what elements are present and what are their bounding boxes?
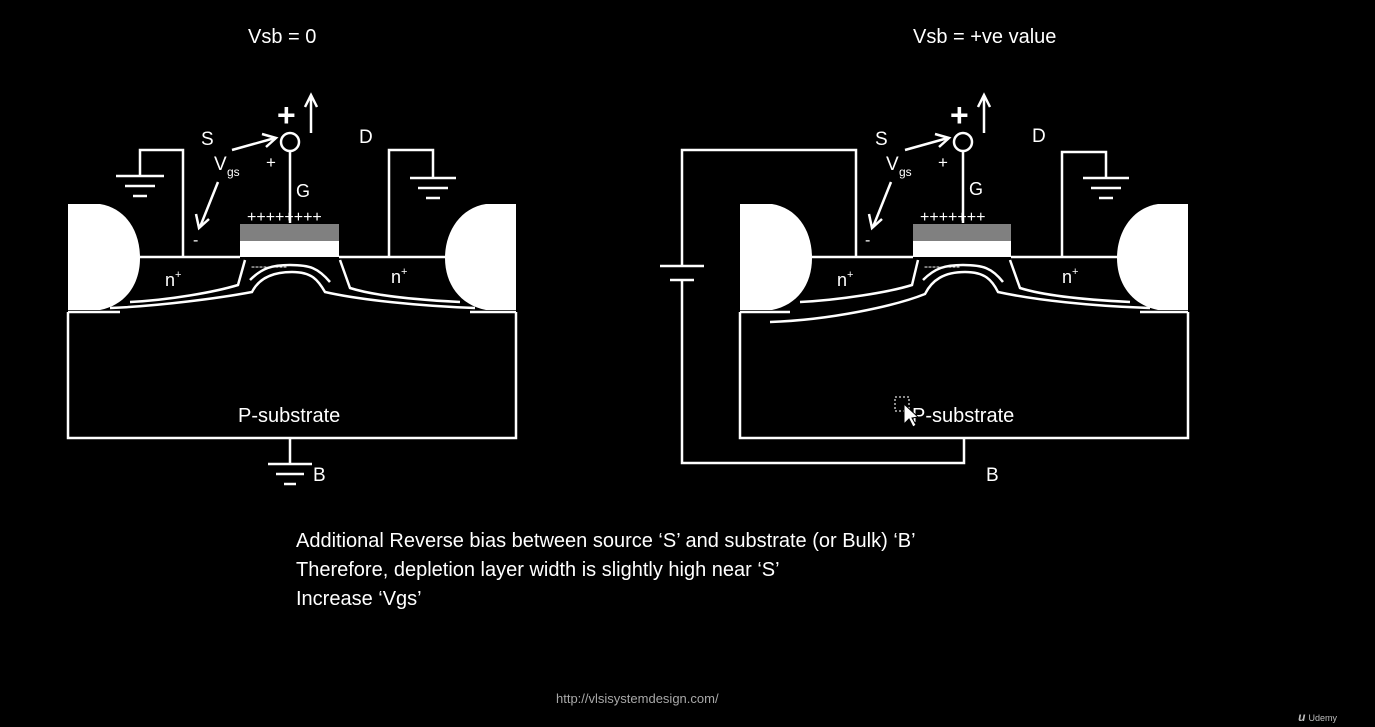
right-substrate-label: P-substrate	[912, 405, 1014, 427]
right-title: Vsb = +ve value	[913, 26, 1056, 48]
left-source-ground	[116, 174, 164, 198]
left-substrate-outline	[66, 312, 518, 440]
left-field-oxide-right	[445, 204, 516, 310]
left-gate-poly	[240, 241, 339, 257]
left-gate-plus: +	[277, 97, 296, 133]
right-battery	[660, 264, 704, 282]
right-depletion-boundary-2	[922, 263, 1004, 283]
left-gate-label: G	[296, 181, 310, 201]
right-vgs-subscript: gs	[899, 165, 912, 179]
mouse-cursor-icon	[894, 396, 920, 428]
right-vgs-plus: +	[938, 153, 948, 172]
left-vgs-arrow-up-head	[261, 132, 279, 148]
left-depletion-boundary	[109, 270, 476, 310]
right-source-wire	[680, 148, 858, 265]
explanation-line-3: Increase ‘Vgs’	[296, 588, 422, 610]
left-drain-wire	[387, 148, 435, 257]
left-field-oxide-left	[68, 204, 140, 310]
right-vgs-arrow-down-head	[867, 213, 883, 231]
right-field-oxide-left	[740, 204, 812, 310]
left-n-region-boundary	[129, 259, 247, 304]
right-gate-oxide	[913, 224, 1011, 241]
right-gate-poly	[913, 241, 1011, 257]
left-vgs-arrow-down-head	[194, 213, 210, 231]
left-bulk-label: B	[313, 465, 326, 486]
explanation-line-1: Additional Reverse bias between source ‘…	[296, 530, 916, 552]
left-channel-charges: ---------	[251, 259, 287, 273]
left-bulk-ground	[268, 462, 312, 486]
right-gate-charges: +++++++	[920, 209, 985, 226]
left-gate-oxide	[240, 224, 339, 241]
left-gate-terminal	[279, 131, 301, 153]
right-drain-wire	[1060, 150, 1108, 257]
right-drain-ground	[1083, 176, 1129, 200]
left-transistor	[66, 92, 518, 486]
right-bulk-loop	[680, 280, 966, 465]
left-vgs-arrow-up	[231, 136, 276, 152]
explanation-line-2: Therefore, depletion layer width is slig…	[296, 559, 780, 581]
left-vgs-minus: -	[193, 232, 198, 249]
left-drain-label: D	[359, 127, 373, 148]
left-increase-arrow	[303, 92, 319, 133]
right-gate-terminal	[952, 131, 974, 153]
right-vgs-label: V	[886, 154, 899, 175]
left-drain-ground	[410, 176, 456, 200]
left-vgs-subscript: gs	[227, 165, 240, 179]
right-drain-label: D	[1032, 126, 1046, 147]
right-transistor	[660, 92, 1190, 465]
right-vgs-arrow-down	[871, 181, 893, 228]
left-source-wire	[138, 148, 185, 257]
right-field-oxide-right	[1117, 204, 1188, 310]
right-n-region-boundary	[799, 259, 920, 304]
right-vgs-arrow-up-head	[934, 132, 952, 148]
website-url: http://vlsisystemdesign.com/	[556, 691, 719, 706]
right-channel-charges: ---------	[924, 259, 960, 273]
left-vgs-plus: +	[266, 153, 276, 172]
left-title: Vsb = 0	[248, 26, 316, 48]
right-n-label-left: n+	[837, 269, 853, 290]
right-gate-label: G	[969, 179, 983, 199]
right-n-label-right: n+	[1062, 266, 1078, 287]
right-gate-plus: +	[950, 97, 969, 133]
left-n-label-right: n+	[391, 266, 407, 287]
left-gate-charges: ++++++++	[247, 209, 322, 226]
udemy-watermark: u Udemy	[1298, 710, 1337, 724]
right-n-region-boundary-2	[1008, 259, 1131, 304]
right-bulk-label: B	[986, 465, 999, 486]
left-substrate-label: P-substrate	[238, 405, 340, 427]
left-n-label-left: n+	[165, 269, 181, 290]
right-depletion-boundary	[769, 270, 1151, 324]
right-source-label: S	[875, 129, 888, 150]
udemy-brand-text: Udemy	[1308, 713, 1337, 723]
right-vgs-minus: -	[865, 232, 870, 249]
left-depletion-boundary-2	[249, 263, 331, 283]
right-increase-arrow	[976, 92, 992, 133]
right-vgs-arrow-up	[904, 136, 949, 152]
left-n-region-boundary-2	[338, 259, 461, 304]
explanation-text: Additional Reverse bias between source ‘…	[296, 527, 916, 614]
left-vgs-arrow-down	[198, 181, 220, 228]
left-source-label: S	[201, 129, 214, 150]
left-vgs-label: V	[214, 154, 227, 175]
udemy-logo-icon: u	[1298, 710, 1306, 724]
